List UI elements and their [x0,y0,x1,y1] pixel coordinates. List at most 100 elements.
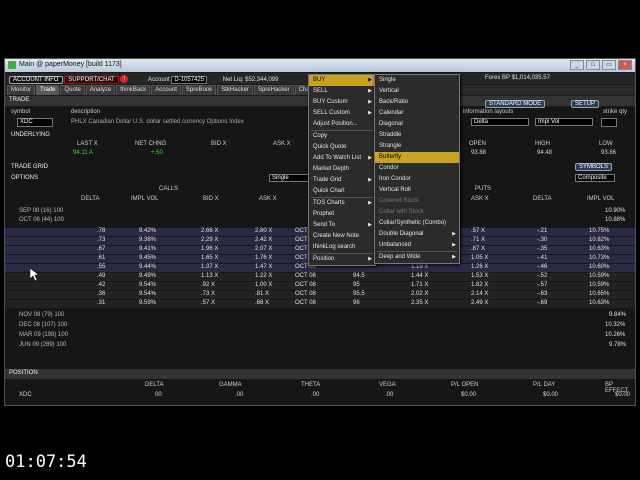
puts-hdr-ask: ASK X [471,196,489,202]
chevron-right-icon: ▶ [368,256,372,262]
option-cell-bid: 2.29 X [201,237,219,243]
chevron-right-icon: ▶ [452,231,456,237]
video-timestamp: 01:07:54 [5,452,87,472]
context-menu-item-label: Position [313,256,335,262]
submenu-item[interactable]: Calendar [375,108,459,119]
context-menu-item[interactable]: Adjust Position... [309,119,375,130]
context-menu-item-label: BUY Custom [313,99,348,105]
submenu-item[interactable]: Double Diagonal ▶ [375,229,459,240]
context-menu-item[interactable]: Send To ▶ [309,220,375,231]
single-select[interactable]: Single [269,174,309,182]
context-menu-item[interactable]: Prophet [309,209,375,220]
tab-sprebook[interactable]: SpreBook [181,85,217,95]
option-cell-ask: .81 X [255,291,270,297]
restore-button[interactable]: □ [586,60,600,70]
context-menu-item[interactable]: Add To Watch List ▶ [309,153,375,164]
minimize-button[interactable]: _ [570,60,584,70]
tab-stkhacker[interactable]: StkHacker [217,85,253,95]
context-menu-item[interactable]: SELL ▶ [309,86,375,97]
submenu-item[interactable]: Iron Condor [375,174,459,185]
expiration-row[interactable]: JUN 09 (289) 100 9.78% [5,342,635,350]
expiration-row[interactable]: OCT 08 (44) 100 10.88% [5,217,635,225]
submenu-item[interactable]: Straddle [375,130,459,141]
option-row[interactable]: .31 9.59% .57 X .66 X OCT 08 96 2.35 X 2.49 X -.… [5,300,635,308]
context-menu-item[interactable]: Quick Chart [309,186,375,197]
tab-trade[interactable]: Trade [36,85,60,95]
context-menu-item[interactable]: SELL Custom ▶ [309,108,375,119]
option-cell-iv: 9.54% [139,291,157,297]
account-select[interactable]: D-1057425 [171,75,208,84]
option-cell-pbid: 1.19 X [411,264,429,270]
standard-mode-button[interactable]: STANDARD MODE [485,100,546,108]
puts-hdr-iv: IMPL VOL [587,196,615,202]
tab-thinkback[interactable]: thinkBack [116,85,151,95]
composite-select[interactable]: Composite [575,174,615,182]
context-menu-item[interactable]: TOS Charts ▶ [309,198,375,209]
expiration-label: SEP 08 (16) 100 [19,208,64,214]
alert-icon[interactable]: ! [120,75,129,83]
symbol-input[interactable]: XDC [17,118,53,127]
maximize-button[interactable]: ▭ [602,60,616,70]
position-symbol[interactable]: XDC [19,392,32,398]
chevron-right-icon: ▶ [452,254,456,260]
expiration-row[interactable]: NOV 08 (79) 100 9.84% [5,312,635,320]
submenu-item[interactable]: Vertical [375,86,459,97]
submenu-item-label: Double Diagonal [379,231,424,237]
account-info-button[interactable]: ACCOUNT INFO [9,75,63,84]
expiration-iv: 10.26% [605,332,626,338]
tab-sprehacker[interactable]: SpreHacker [253,85,294,95]
submenu-item-label: Straddle [379,132,402,138]
tab-quote[interactable]: Quote [60,85,85,95]
tab-account[interactable]: Account [151,85,181,95]
underlying-high: 94.48 [537,150,553,156]
context-menu-item[interactable]: Create New Note [309,231,375,242]
option-row[interactable]: .36 9.54% .73 X .81 X OCT 08 95.5 2.02 X 2.14 X… [5,291,635,299]
option-cell-pask: 1.26 X [471,264,489,270]
pos-hdr-pl-open: P/L OPEN [451,382,479,388]
option-cell-exp: OCT 08 [295,300,316,306]
context-menu-item[interactable]: Copy [309,131,375,142]
context-menu-item[interactable]: Market Depth [309,164,375,175]
submenu-item[interactable]: Unbalanced ▶ [375,240,459,251]
strike-qty-input[interactable] [601,118,617,127]
option-cell-pdelta: -.52 [537,273,548,279]
setup-button[interactable]: SETUP [571,100,600,108]
option-row[interactable]: .42 9.54% .92 X 1.00 X OCT 08 95 1.71 X 1.82 X -… [5,282,635,290]
expiration-row[interactable]: SEP 08 (16) 100 10.90% [5,208,635,216]
support-chat-button[interactable]: SUPPORT/CHAT [64,75,119,84]
context-menu-item[interactable]: Trade Grid ▶ [309,175,375,186]
symbols-button[interactable]: SYMBOLS [575,163,613,171]
context-menu-item[interactable]: Quick Quote [309,142,375,153]
underlying-label: UNDERLYING [11,132,50,138]
account-label: Account [148,76,170,83]
submenu-item[interactable]: Diagonal [375,119,459,130]
submenu-item-label: Collar with Stock [379,209,424,215]
close-button[interactable]: × [618,60,632,70]
submenu-item[interactable]: Butterfly [375,152,459,163]
context-menu-item[interactable]: BUY Custom ▶ [309,97,375,108]
submenu-item[interactable]: Condor [375,163,459,174]
submenu-item[interactable]: Vertical Roll [375,185,459,196]
expiration-row[interactable]: MAR 09 (198) 100 10.26% [5,332,635,340]
option-cell-ask: 1.47 X [255,264,273,270]
context-menu-item[interactable]: thinkLog search [309,242,375,253]
context-menu-item[interactable]: Position ▶ [309,254,375,265]
option-cell-iv: 9.38% [139,237,157,243]
option-row[interactable]: .55 9.44% 1.37 X 1.47 X OCT 08 1.19 X 1.26 X -.… [5,264,635,272]
information-layouts-label: information layouts [463,109,514,115]
context-menu-item[interactable]: BUY ▶ [309,75,375,86]
submenu-item[interactable]: Collar/Synthetic (Combo) [375,218,459,229]
expiration-row[interactable]: DEC 08 (107) 100 10.32% [5,322,635,330]
chevron-right-icon: ▶ [452,242,456,248]
submenu-item[interactable]: Back/Ratio [375,97,459,108]
layout-iv-select[interactable]: Impl Vol [535,118,593,126]
submenu-item[interactable]: Deep and Wide ▶ [375,252,459,263]
hdr-bid: BID X [211,141,227,147]
tab-analyze[interactable]: Analyze [85,85,116,95]
layout-delta-select[interactable]: Delta [471,118,529,126]
submenu-item[interactable]: Single [375,75,459,86]
submenu-item[interactable]: Strangle [375,141,459,152]
tab-monitor[interactable]: Monitor [7,85,36,95]
option-row[interactable]: .49 9.49% 1.13 X 1.22 X OCT 08 94.5 1.44 X 1.53… [5,273,635,281]
pointer-icon [30,268,40,282]
